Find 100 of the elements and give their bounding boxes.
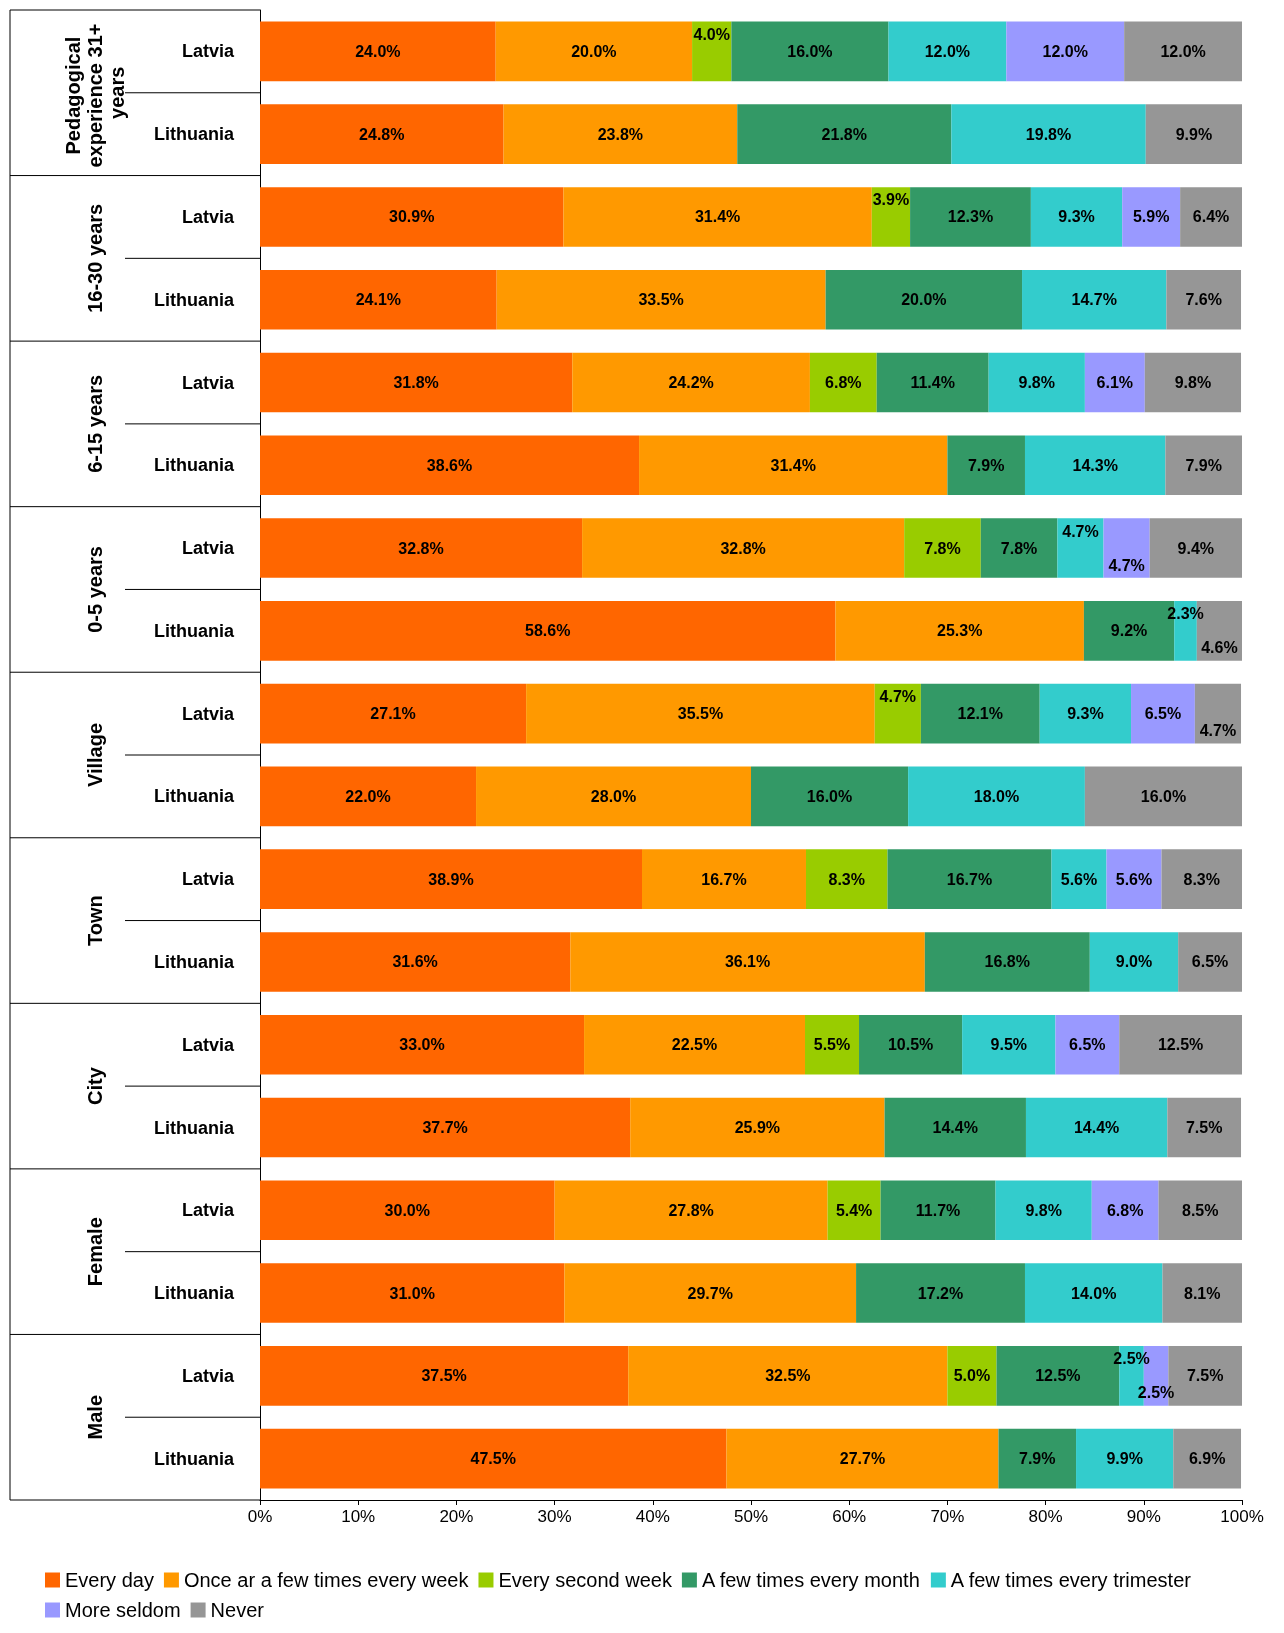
data-label: 14.3% bbox=[1072, 456, 1118, 474]
data-label: 25.3% bbox=[936, 622, 983, 640]
data-label: 20.0% bbox=[571, 42, 617, 60]
bar bbox=[1084, 766, 1242, 827]
bar bbox=[1194, 683, 1242, 744]
data-label: 22.5% bbox=[671, 1036, 718, 1054]
data-label: 19.8% bbox=[1025, 125, 1072, 143]
bar bbox=[1106, 849, 1162, 909]
y-tick-label: Lithuania bbox=[154, 455, 235, 476]
data-label: 36.1% bbox=[724, 953, 771, 971]
data-label: 9.5% bbox=[990, 1036, 1028, 1054]
data-label: 7.5% bbox=[1186, 1367, 1224, 1385]
bar bbox=[496, 269, 826, 330]
data-label: 6.5% bbox=[1144, 705, 1182, 723]
bar bbox=[910, 187, 1031, 247]
bar bbox=[856, 1263, 1025, 1323]
bar bbox=[920, 683, 1040, 744]
bar bbox=[260, 1180, 555, 1241]
bar bbox=[924, 932, 1090, 992]
bar bbox=[908, 766, 1085, 827]
legend-label: Once ar a few times every week bbox=[183, 1569, 470, 1591]
text: Female bbox=[84, 1217, 106, 1287]
data-label: 31.4% bbox=[694, 208, 741, 226]
data-label: 4.7% bbox=[879, 688, 917, 706]
data-label: 6.4% bbox=[1192, 208, 1230, 226]
data-label: 32.8% bbox=[720, 539, 766, 557]
bar bbox=[1173, 1428, 1242, 1489]
data-label: 2.5% bbox=[1137, 1384, 1175, 1402]
data-label: 38.6% bbox=[426, 456, 473, 474]
bar bbox=[1178, 932, 1242, 992]
y-tick-label: Lithuania bbox=[154, 951, 235, 972]
data-label: 24.0% bbox=[355, 42, 401, 60]
bar bbox=[260, 187, 564, 247]
data-label: 5.6% bbox=[1115, 870, 1153, 888]
data-label: 9.8% bbox=[1018, 374, 1055, 391]
bar bbox=[1030, 187, 1123, 247]
bar bbox=[805, 849, 888, 909]
data-label: 9.8% bbox=[1025, 1201, 1062, 1219]
x-tick-label: 20% bbox=[439, 1507, 474, 1526]
data-label: 5.5% bbox=[813, 1036, 851, 1054]
data-label: 9.8% bbox=[1174, 374, 1212, 391]
bar bbox=[1057, 518, 1104, 578]
data-label: 20.0% bbox=[901, 291, 947, 309]
data-label: 47.5% bbox=[470, 1450, 516, 1468]
bar bbox=[260, 1346, 629, 1406]
data-label: 35.5% bbox=[677, 705, 724, 723]
bar bbox=[980, 518, 1058, 578]
data-label: 30.9% bbox=[389, 208, 435, 226]
legend-label: Every day bbox=[65, 1569, 154, 1591]
y-tick-label: Latvia bbox=[181, 372, 235, 393]
data-label: 7.9% bbox=[1185, 456, 1222, 474]
data-label: 29.7% bbox=[687, 1284, 733, 1302]
data-label: 30.0% bbox=[384, 1201, 430, 1219]
data-label: 9.0% bbox=[1115, 953, 1153, 971]
data-label: 24.8% bbox=[359, 125, 405, 143]
bar bbox=[1039, 683, 1132, 744]
text: Village bbox=[84, 722, 106, 788]
bar bbox=[726, 1428, 999, 1489]
bar bbox=[1051, 849, 1107, 909]
bar bbox=[1122, 187, 1181, 247]
bar bbox=[827, 1180, 881, 1241]
data-label: 31.4% bbox=[770, 456, 816, 474]
x-tick-label: 30% bbox=[537, 1507, 572, 1526]
bar bbox=[572, 352, 810, 413]
bar bbox=[998, 1428, 1077, 1489]
data-label: 7.6% bbox=[1185, 291, 1222, 309]
bar bbox=[1162, 1263, 1242, 1323]
data-label: 23.8% bbox=[597, 125, 644, 143]
data-label: 6.9% bbox=[1188, 1450, 1226, 1468]
data-label: 7.5% bbox=[1185, 1119, 1223, 1136]
bar bbox=[809, 352, 877, 413]
bar bbox=[260, 1014, 585, 1075]
y-tick-label: Lithuania bbox=[154, 1448, 235, 1469]
text: Town bbox=[84, 895, 106, 946]
data-label: 9.2% bbox=[1110, 622, 1148, 640]
data-label: 16.7% bbox=[946, 870, 993, 888]
data-label: 4.7% bbox=[1062, 522, 1099, 540]
data-label: 6.5% bbox=[1069, 1036, 1106, 1054]
bar bbox=[880, 1180, 996, 1241]
x-tick-label: 80% bbox=[1028, 1507, 1063, 1526]
bar bbox=[630, 1097, 885, 1158]
y-tick-label: Lithuania bbox=[154, 786, 235, 807]
data-label: 14.7% bbox=[1071, 291, 1117, 309]
bar bbox=[260, 352, 573, 413]
legend-label: Every second week bbox=[498, 1569, 673, 1591]
bar bbox=[563, 187, 872, 247]
y-tick-label: Latvia bbox=[181, 1200, 235, 1221]
bar bbox=[1024, 435, 1166, 496]
bar bbox=[260, 683, 527, 744]
bar bbox=[1103, 518, 1150, 578]
x-tick-label: 10% bbox=[341, 1507, 376, 1526]
text: Male bbox=[84, 1394, 106, 1440]
y-tick-label: Latvia bbox=[181, 538, 235, 559]
data-label: 31.8% bbox=[393, 374, 439, 391]
data-label: 12.1% bbox=[957, 705, 1003, 723]
bar bbox=[835, 601, 1084, 661]
data-label: 7.9% bbox=[967, 456, 1005, 474]
y-tick-label: Lithuania bbox=[154, 1117, 235, 1138]
data-label: 2.3% bbox=[1167, 605, 1204, 623]
bar bbox=[1158, 1180, 1242, 1241]
